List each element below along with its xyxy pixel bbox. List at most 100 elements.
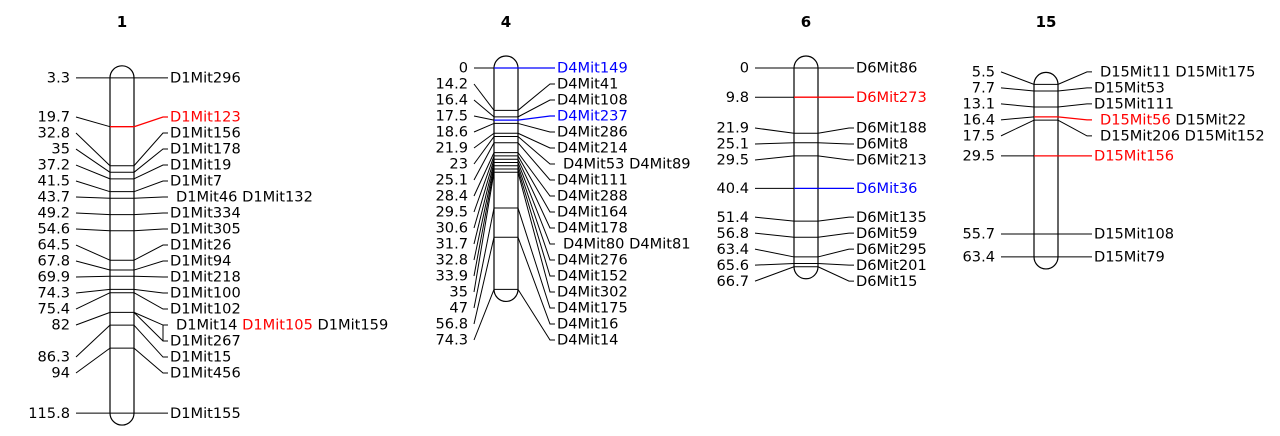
marker-name: D4Mit302: [557, 284, 628, 301]
marker-name: D4Mit178: [557, 220, 628, 237]
marker-label: D4Mit286: [557, 124, 628, 141]
marker-leader-line: [517, 207, 555, 309]
marker-name: D1Mit105: [242, 317, 317, 334]
marker-name: D1Mit15: [170, 349, 231, 366]
marker-leader-line: [133, 260, 168, 271]
position-leader-line: [1000, 116, 1035, 121]
position-label: 13.1: [963, 96, 996, 113]
marker-name: D1Mit156: [170, 125, 241, 142]
position-label: 66.7: [717, 273, 750, 290]
marker-leader-line: [517, 172, 555, 293]
marker-name: D6Mit213: [856, 152, 927, 169]
marker-label: D4Mit175: [557, 300, 628, 317]
marker-label: D1Mit155: [170, 405, 241, 422]
position-leader-line: [75, 196, 111, 199]
marker-name: D6Mit188: [856, 120, 927, 137]
marker-leader-line: [517, 289, 555, 341]
marker-leader-line: [517, 122, 555, 133]
position-leader-line: [754, 262, 795, 266]
marker-leader-line: [133, 275, 168, 278]
position-label: 74.3: [38, 285, 71, 302]
marker-leader-line: [1057, 103, 1092, 108]
marker-label: D1Mit156: [170, 125, 241, 142]
marker-name: D4Mit237: [557, 108, 628, 125]
marker-label: D1Mit123: [170, 109, 241, 126]
position-leader-line: [75, 275, 111, 278]
position-label: 30.6: [436, 220, 469, 237]
marker-label: D1Mit19: [170, 157, 231, 174]
marker-name: D4Mit81: [629, 236, 690, 253]
chromosome-bar: [1033, 71, 1059, 270]
marker-label: D1Mit7: [170, 173, 222, 190]
marker-label: D6Mit188: [856, 120, 927, 137]
position-label: 51.4: [717, 209, 750, 226]
marker-name: D15Mit111: [1094, 96, 1174, 113]
position-label: 94: [51, 365, 70, 382]
position-leader-line: [473, 168, 495, 277]
position-leader-line: [75, 347, 111, 374]
position-leader-line: [75, 292, 111, 310]
position-label: 32.8: [38, 125, 71, 142]
marker-leader-line: [133, 311, 168, 326]
marker-name: D1Mit305: [170, 221, 241, 238]
chromosome-title: 4: [501, 13, 511, 31]
position-label: 31.7: [436, 236, 469, 253]
position-leader-line: [473, 152, 495, 197]
marker-leader-line: [133, 292, 168, 310]
chromosome-group-15: 15 5.5 D15Mit11 D15Mit175 7.7 D15Mit53 13.1 D1…: [963, 13, 1265, 270]
position-leader-line: [1000, 87, 1035, 92]
marker-label: D15Mit111: [1094, 96, 1174, 113]
marker-name: D1Mit456: [170, 365, 241, 382]
marker-leader-line: [817, 155, 854, 161]
position-leader-line: [473, 83, 495, 111]
marker-label: D1Mit100: [170, 285, 241, 302]
position-leader-line: [473, 289, 495, 341]
position-leader-line: [473, 207, 495, 309]
marker-name: D6Mit15: [856, 273, 917, 290]
marker-leader-line: [1057, 71, 1092, 85]
marker-leader-line: [817, 127, 854, 134]
marker-label: D1Mit296: [170, 70, 241, 87]
position-label: 32.8: [436, 252, 469, 269]
marker-leader-line: [817, 216, 854, 222]
position-label: 25.1: [436, 172, 469, 189]
marker-name: D1Mit100: [170, 285, 241, 302]
marker-name: D15Mit11: [1100, 64, 1175, 81]
marker-leader-line: [517, 115, 555, 121]
marker-label: D4Mit152: [557, 268, 628, 285]
position-leader-line: [75, 180, 111, 193]
marker-leader-line: [133, 347, 168, 374]
marker-leader-line: [133, 180, 168, 193]
marker-name: D1Mit155: [170, 405, 241, 422]
marker-name: D1Mit296: [170, 70, 241, 87]
marker-label: D6Mit86: [856, 60, 917, 77]
position-label: 37.2: [38, 157, 71, 174]
position-label: 67.8: [38, 253, 71, 270]
marker-name: D1Mit7: [170, 173, 222, 190]
marker-label: D6Mit213: [856, 152, 927, 169]
position-label: 74.3: [436, 332, 469, 349]
position-label: 69.9: [38, 269, 71, 286]
marker-name: D1Mit102: [170, 301, 241, 318]
position-label: 35: [449, 284, 468, 301]
marker-name: D1Mit19: [170, 157, 231, 174]
marker-name: D1Mit132: [242, 189, 313, 206]
marker-label: D15Mit108: [1094, 226, 1174, 243]
marker-name: D15Mit22: [1175, 112, 1246, 129]
marker-leader-line: [1057, 116, 1092, 121]
marker-leader-line: [133, 164, 168, 180]
marker-name: D4Mit175: [557, 300, 628, 317]
marker-name: D15Mit175: [1175, 64, 1255, 81]
marker-label: D1Mit46 D1Mit132: [176, 189, 313, 206]
position-leader-line: [473, 165, 495, 261]
position-leader-line: [754, 127, 795, 134]
marker-label: D6Mit135: [856, 209, 927, 226]
position-label: 0: [459, 60, 468, 77]
marker-label: D4Mit276: [557, 252, 628, 269]
position-label: 56.8: [717, 225, 750, 242]
position-leader-line: [754, 232, 795, 238]
position-label: 5.5: [972, 64, 995, 81]
marker-name: D4Mit111: [557, 172, 628, 189]
marker-name: D6Mit201: [856, 257, 927, 274]
position-leader-line: [473, 99, 495, 118]
